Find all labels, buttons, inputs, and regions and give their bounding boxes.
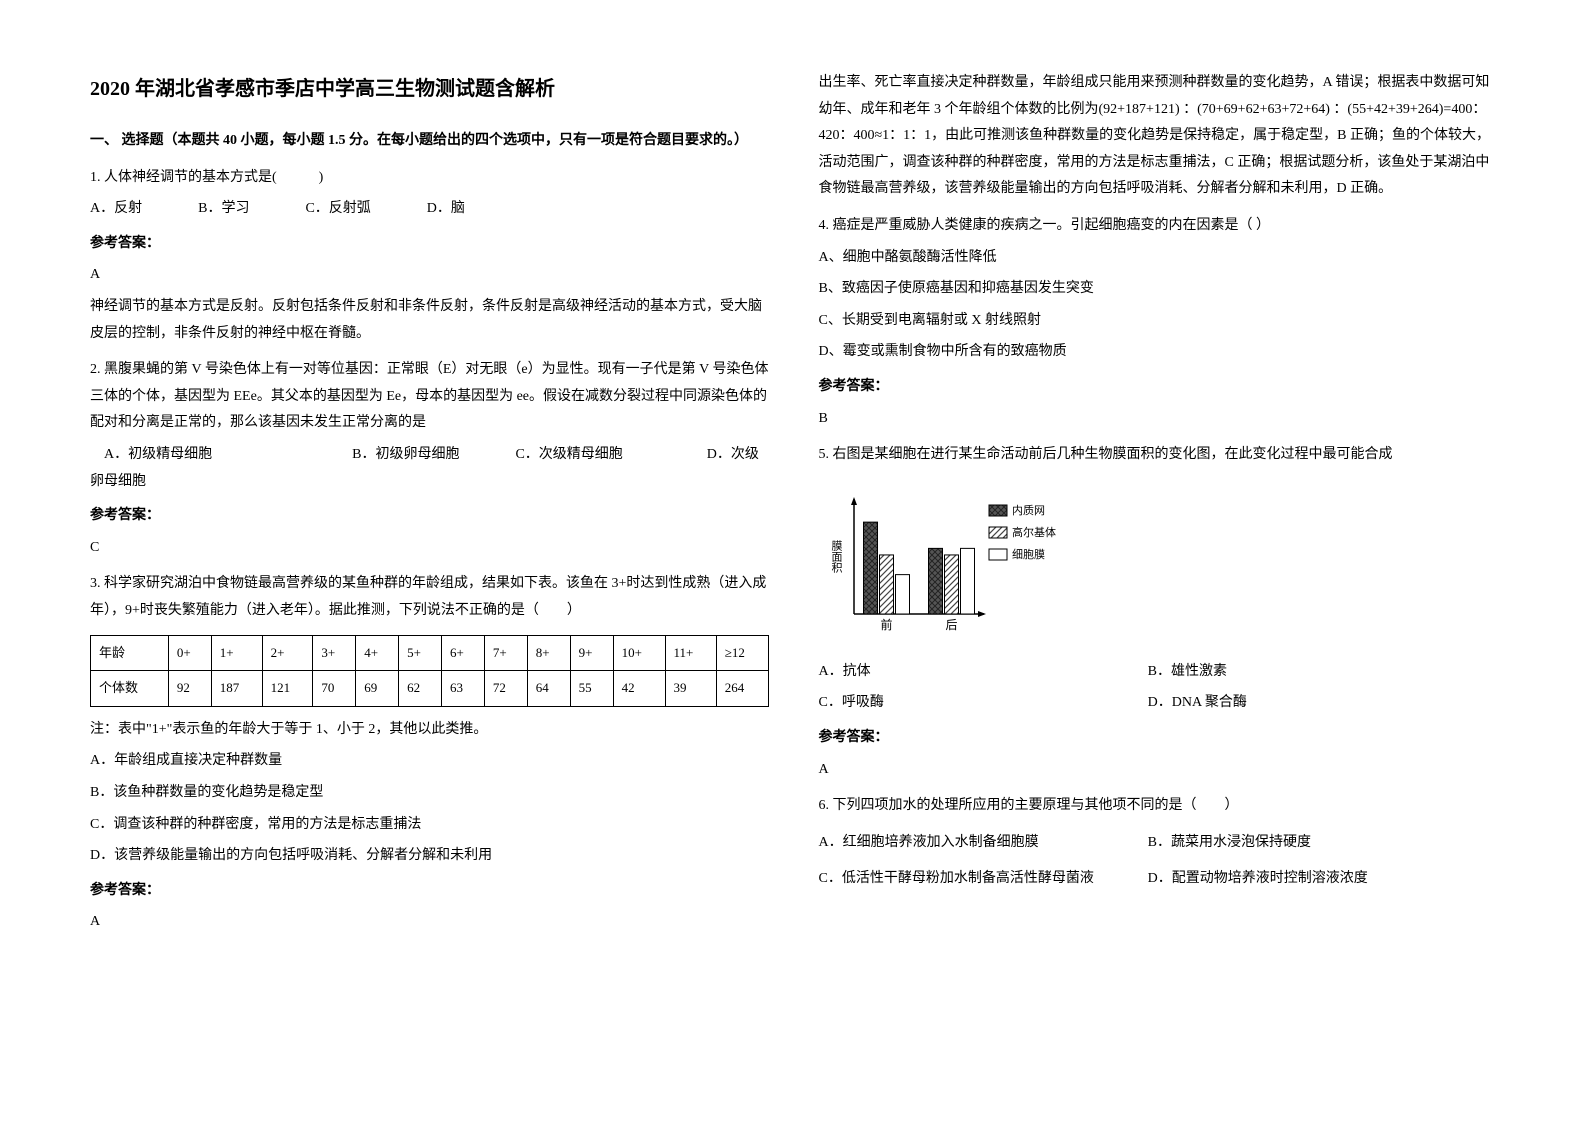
table-row-label: 个体数 — [91, 671, 169, 707]
table-data-cell: 72 — [484, 671, 527, 707]
q4-text: 4. 癌症是严重威胁人类健康的疾病之一。引起细胞癌变的内在因素是（ ） — [819, 213, 1498, 240]
left-column: 2020 年湖北省孝感市季店中学高三生物测试题含解析 一、 选择题（本题共 40… — [90, 70, 769, 1052]
table-header-cell: 2+ — [262, 635, 313, 671]
q2-text: 2. 黑腹果蝇的第 V 号染色体上有一对等位基因：正常眼（E）对无眼（e）为显性… — [90, 357, 769, 437]
table-header-cell: 10+ — [613, 635, 665, 671]
q3-opt-d: D．该营养级能量输出的方向包括呼吸消耗、分解者分解和未利用 — [90, 843, 769, 870]
q6-options-row1: A．红细胞培养液加入水制备细胞膜 B．蔬菜用水浸泡保持硬度 — [819, 830, 1498, 857]
table-data-cell: 39 — [665, 671, 716, 707]
table-data-cell: 55 — [570, 671, 613, 707]
svg-text:前: 前 — [880, 617, 892, 632]
document-title: 2020 年湖北省孝感市季店中学高三生物测试题含解析 — [90, 70, 769, 108]
q4-opt-c: C、长期受到电离辐射或 X 射线照射 — [819, 308, 1498, 335]
table-data-cell: 62 — [399, 671, 442, 707]
q5-opt-b: B．雄性激素 — [1148, 659, 1474, 686]
table-data-cell: 64 — [527, 671, 570, 707]
svg-text:高尔基体: 高尔基体 — [1012, 525, 1056, 539]
q4-opt-a: A、细胞中酪氨酸酶活性降低 — [819, 245, 1498, 272]
table-header-cell: ≥12 — [716, 635, 768, 671]
table-data-cell: 70 — [313, 671, 356, 707]
q1-text: 1. 人体神经调节的基本方式是( ) — [90, 165, 769, 192]
q2-answer: C — [90, 535, 769, 562]
q1-answer: A — [90, 262, 769, 289]
membrane-chart-svg: 膜面积前 后 内质网高尔基体细胞膜 — [824, 489, 1084, 639]
q4-opt-b: B、致癌因子使原癌基因和抑癌基因发生突变 — [819, 276, 1498, 303]
q6-text: 6. 下列四项加水的处理所应用的主要原理与其他项不同的是（ ） — [819, 793, 1498, 820]
table-data-cell: 63 — [442, 671, 485, 707]
table-header-cell: 年龄 — [91, 635, 169, 671]
q3-opt-a: A．年龄组成直接决定种群数量 — [90, 748, 769, 775]
q5-opt-c: C．呼吸酶 — [819, 690, 1145, 717]
q5-text: 5. 右图是某细胞在进行某生命活动前后几种生物膜面积的变化图，在此变化过程中最可… — [819, 442, 1498, 469]
q5-answer: A — [819, 757, 1498, 784]
q3-opt-c: C．调查该种群的种群密度，常用的方法是标志重捕法 — [90, 812, 769, 839]
q3-answer: A — [90, 909, 769, 936]
table-header-cell: 3+ — [313, 635, 356, 671]
table-data-cell: 42 — [613, 671, 665, 707]
q6-options-row2: C．低活性干酵母粉加水制备高活性酵母菌液 D．配置动物培养液时控制溶液浓度 — [819, 866, 1498, 893]
table-header-cell: 4+ — [356, 635, 399, 671]
q5-chart: 膜面积前 后 内质网高尔基体细胞膜 — [819, 484, 1498, 644]
table-header-cell: 0+ — [168, 635, 211, 671]
q4-answer: B — [819, 406, 1498, 433]
svg-text:后: 后 — [945, 618, 957, 632]
q1-options: A．反射 B．学习 C．反射弧 D．脑 — [90, 196, 769, 223]
q6-opt-c: C．低活性干酵母粉加水制备高活性酵母菌液 — [819, 866, 1145, 893]
svg-text:内质网: 内质网 — [1012, 503, 1045, 517]
q2-answer-label: 参考答案： — [90, 503, 769, 530]
q5-opt-d: D．DNA 聚合酶 — [1148, 690, 1474, 717]
q5-opt-a: A．抗体 — [819, 659, 1145, 686]
q1-answer-label: 参考答案： — [90, 231, 769, 258]
q4-opt-d: D、霉变或熏制食物中所含有的致癌物质 — [819, 339, 1498, 366]
table-header-cell: 11+ — [665, 635, 716, 671]
section-header: 一、 选择题（本题共 40 小题，每小题 1.5 分。在每小题给出的四个选项中，… — [90, 128, 769, 155]
table-header-cell: 7+ — [484, 635, 527, 671]
q3-explanation: 出生率、死亡率直接决定种群数量，年龄组成只能用来预测种群数量的变化趋势，A 错误… — [819, 70, 1498, 203]
svg-text:细胞膜: 细胞膜 — [1012, 548, 1045, 561]
table-header-row: 年龄0+1+2+3+4+5+6+7+8+9+10+11+≥12 — [91, 635, 769, 671]
q5-answer-label: 参考答案： — [819, 725, 1498, 752]
q2-options: A．初级精母细胞 B．初级卵母细胞 C．次级精母细胞 D．次级卵母细胞 — [90, 442, 769, 495]
q3-table: 年龄0+1+2+3+4+5+6+7+8+9+10+11+≥12 个体数92187… — [90, 635, 769, 707]
q6-opt-b: B．蔬菜用水浸泡保持硬度 — [1148, 830, 1474, 857]
q3-text: 3. 科学家研究湖泊中食物链最高营养级的某鱼种群的年龄组成，结果如下表。该鱼在 … — [90, 571, 769, 624]
table-header-cell: 5+ — [399, 635, 442, 671]
q3-answer-label: 参考答案： — [90, 878, 769, 905]
svg-text:膜面积: 膜面积 — [830, 539, 843, 573]
table-header-cell: 8+ — [527, 635, 570, 671]
table-data-cell: 92 — [168, 671, 211, 707]
table-header-cell: 1+ — [211, 635, 262, 671]
table-header-cell: 6+ — [442, 635, 485, 671]
q6-opt-d: D．配置动物培养液时控制溶液浓度 — [1148, 866, 1474, 893]
table-data-row: 个体数92187121706962637264554239264 — [91, 671, 769, 707]
q3-note: 注：表中"1+"表示鱼的年龄大于等于 1、小于 2，其他以此类推。 — [90, 717, 769, 744]
q3-opt-b: B．该鱼种群数量的变化趋势是稳定型 — [90, 780, 769, 807]
right-column: 出生率、死亡率直接决定种群数量，年龄组成只能用来预测种群数量的变化趋势，A 错误… — [819, 70, 1498, 1052]
table-data-cell: 187 — [211, 671, 262, 707]
q6-opt-a: A．红细胞培养液加入水制备细胞膜 — [819, 830, 1145, 857]
q5-options-row2: C．呼吸酶 D．DNA 聚合酶 — [819, 690, 1498, 717]
table-header-cell: 9+ — [570, 635, 613, 671]
q5-options-row1: A．抗体 B．雄性激素 — [819, 659, 1498, 686]
table-data-cell: 121 — [262, 671, 313, 707]
q1-explanation: 神经调节的基本方式是反射。反射包括条件反射和非条件反射，条件反射是高级神经活动的… — [90, 294, 769, 347]
q4-answer-label: 参考答案： — [819, 374, 1498, 401]
table-data-cell: 264 — [716, 671, 768, 707]
table-data-cell: 69 — [356, 671, 399, 707]
